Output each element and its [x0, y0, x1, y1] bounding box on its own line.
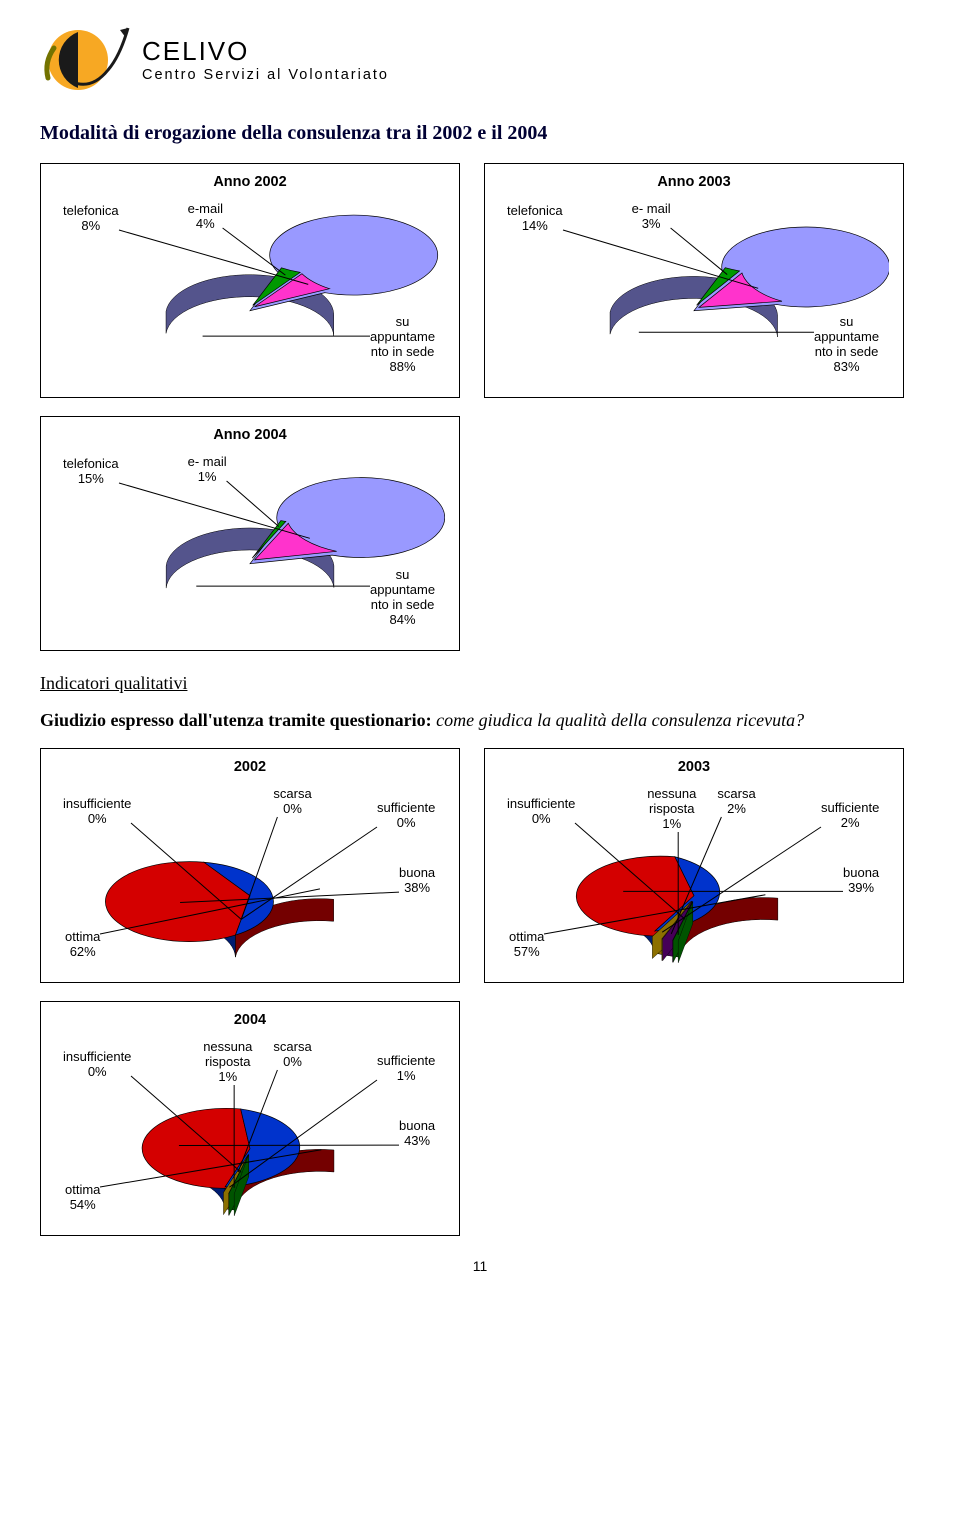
logo-sub: Centro Servizi al Volontariato: [142, 67, 389, 83]
chart-anno-2003: Anno 2003 suappuntamento in sede83% telef…: [484, 163, 904, 398]
mode-row-1: Anno 2002 suappuntamento in sede88% telef…: [40, 163, 920, 398]
question-text: Giudizio espresso dall'utenza tramite qu…: [40, 708, 920, 732]
slice-label: sufficiente2%: [821, 801, 879, 831]
slice-label: insufficiente0%: [507, 797, 575, 827]
slice-label: suappuntamento in sede88%: [370, 315, 435, 375]
page-number: 11: [40, 1258, 920, 1274]
slice-label: suappuntamento in sede83%: [814, 315, 879, 375]
logo-text: CELIVO Centro Servizi al Volontariato: [142, 36, 389, 83]
chart-quality-2003: 2003 ottima57% buona39% sufficiente2% scars…: [484, 748, 904, 983]
mode-row-2: Anno 2004 suappuntamento in sede84% telef…: [40, 416, 920, 651]
slice-label: telefonica14%: [507, 204, 563, 234]
slice-label: insufficiente0%: [63, 797, 131, 827]
chart-title: Anno 2004: [55, 427, 445, 443]
slice-label: buona43%: [399, 1119, 435, 1149]
slice-label: ottima57%: [509, 930, 544, 960]
section-title: Modalità di erogazione della consulenza …: [40, 122, 920, 145]
question-rest: come giudica la qualità della consulenza…: [432, 710, 804, 730]
slice-label: buona38%: [399, 866, 435, 896]
logo: CELIVO Centro Servizi al Volontariato: [40, 20, 920, 98]
section-qualitative: Indicatori qualitativi: [40, 673, 920, 694]
chart-anno-2004: Anno 2004 suappuntamento in sede84% telef…: [40, 416, 460, 651]
chart-title: 2003: [499, 759, 889, 775]
question-lead: Giudizio espresso dall'utenza tramite qu…: [40, 710, 432, 730]
slice-label: e-mail4%: [188, 202, 223, 232]
pie-wrap: ottima54% buona43% sufficiente1% scarsa0% ne…: [55, 1034, 445, 1219]
logo-main: CELIVO: [142, 36, 389, 67]
logo-mark: [40, 20, 130, 98]
chart-title: Anno 2003: [499, 174, 889, 190]
slice-label: insufficiente0%: [63, 1050, 131, 1080]
slice-label: scarsa2%: [717, 787, 755, 817]
slice-label: sufficiente1%: [377, 1054, 435, 1084]
slice-label: ottima62%: [65, 930, 100, 960]
pie-wrap: suappuntamento in sede83% telefonica14% e-…: [499, 196, 889, 381]
slice-label: scarsa0%: [273, 787, 311, 817]
quality-row-1: 2002 ottima62% buona38% sufficiente0% scars…: [40, 748, 920, 983]
slice-label: sufficiente0%: [377, 801, 435, 831]
slice-label: ottima54%: [65, 1183, 100, 1213]
slice-label: nessunarisposta1%: [647, 787, 696, 832]
chart-quality-2002: 2002 ottima62% buona38% sufficiente0% scars…: [40, 748, 460, 983]
slice-label: nessunarisposta1%: [203, 1040, 252, 1085]
pie-wrap: suappuntamento in sede84% telefonica15% e-…: [55, 449, 445, 634]
chart-title: 2004: [55, 1012, 445, 1028]
slice-label: e- mail1%: [188, 455, 227, 485]
slice-label: scarsa0%: [273, 1040, 311, 1070]
slice-label: buona39%: [843, 866, 879, 896]
chart-anno-2002: Anno 2002 suappuntamento in sede88% telef…: [40, 163, 460, 398]
slice-label: telefonica8%: [63, 204, 119, 234]
slice-label: suappuntamento in sede84%: [370, 568, 435, 628]
chart-title: Anno 2002: [55, 174, 445, 190]
slice-label: telefonica15%: [63, 457, 119, 487]
quality-row-2: 2004 ottima54% buona43% sufficiente1% scars…: [40, 1001, 920, 1236]
chart-quality-2004: 2004 ottima54% buona43% sufficiente1% scars…: [40, 1001, 460, 1236]
pie-wrap: suappuntamento in sede88% telefonica8% e-m…: [55, 196, 445, 381]
slice-label: e- mail3%: [632, 202, 671, 232]
chart-title: 2002: [55, 759, 445, 775]
pie-wrap: ottima57% buona39% sufficiente2% scarsa2% ne…: [499, 781, 889, 966]
pie-wrap: ottima62% buona38% sufficiente0% scarsa0% in…: [55, 781, 445, 966]
